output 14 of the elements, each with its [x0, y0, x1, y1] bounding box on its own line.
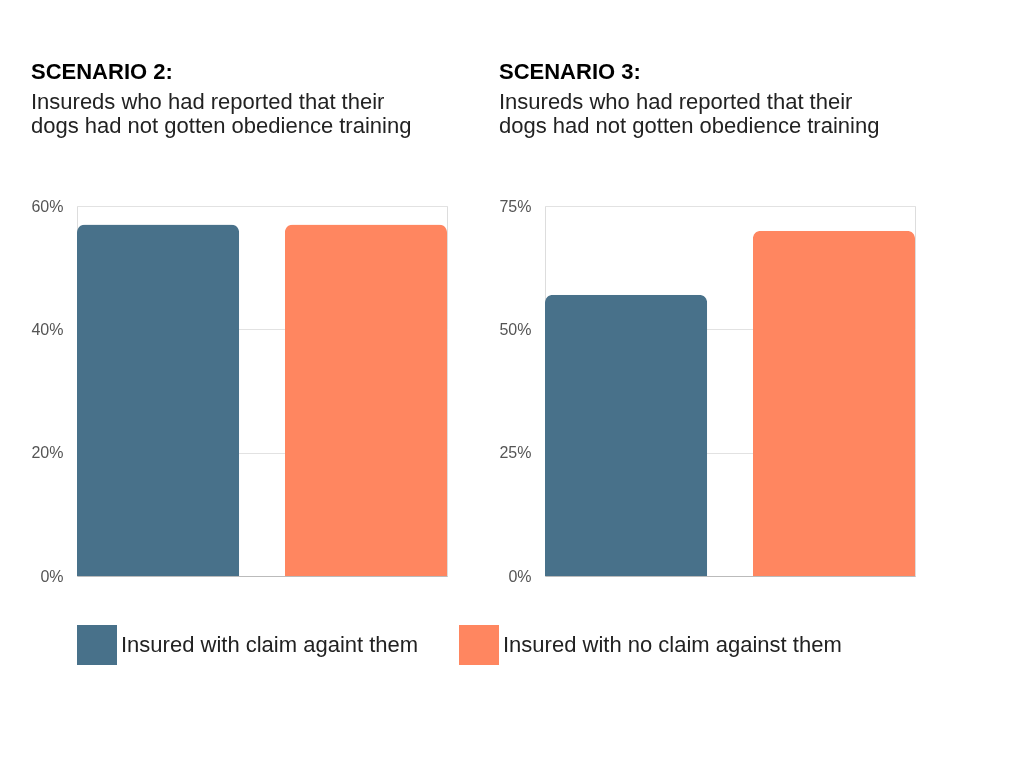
- y-tick-label: 60%: [31, 197, 64, 215]
- y-tick-label: 75%: [499, 197, 532, 215]
- y-tick-label: 0%: [508, 567, 532, 585]
- chart-title: SCENARIO 2:: [30, 59, 173, 84]
- legend-label: Insured with no claim against them: [503, 632, 842, 657]
- y-tick-label: 0%: [40, 567, 64, 585]
- chart-subtitle: Insureds who had reported that their dogs had not gotten obedience training: [30, 89, 412, 138]
- y-tick-label: 50%: [499, 320, 532, 338]
- y-tick-label: 25%: [499, 444, 532, 462]
- y-tick-label: 40%: [31, 320, 64, 338]
- y-tick-label: 20%: [31, 444, 64, 462]
- legend-label: Insured with claim againt them: [121, 632, 419, 657]
- chart-title: SCENARIO 3:: [498, 59, 641, 84]
- chart-subtitle: Insureds who had reported that their dogs had not gotten obedience training: [498, 89, 880, 138]
